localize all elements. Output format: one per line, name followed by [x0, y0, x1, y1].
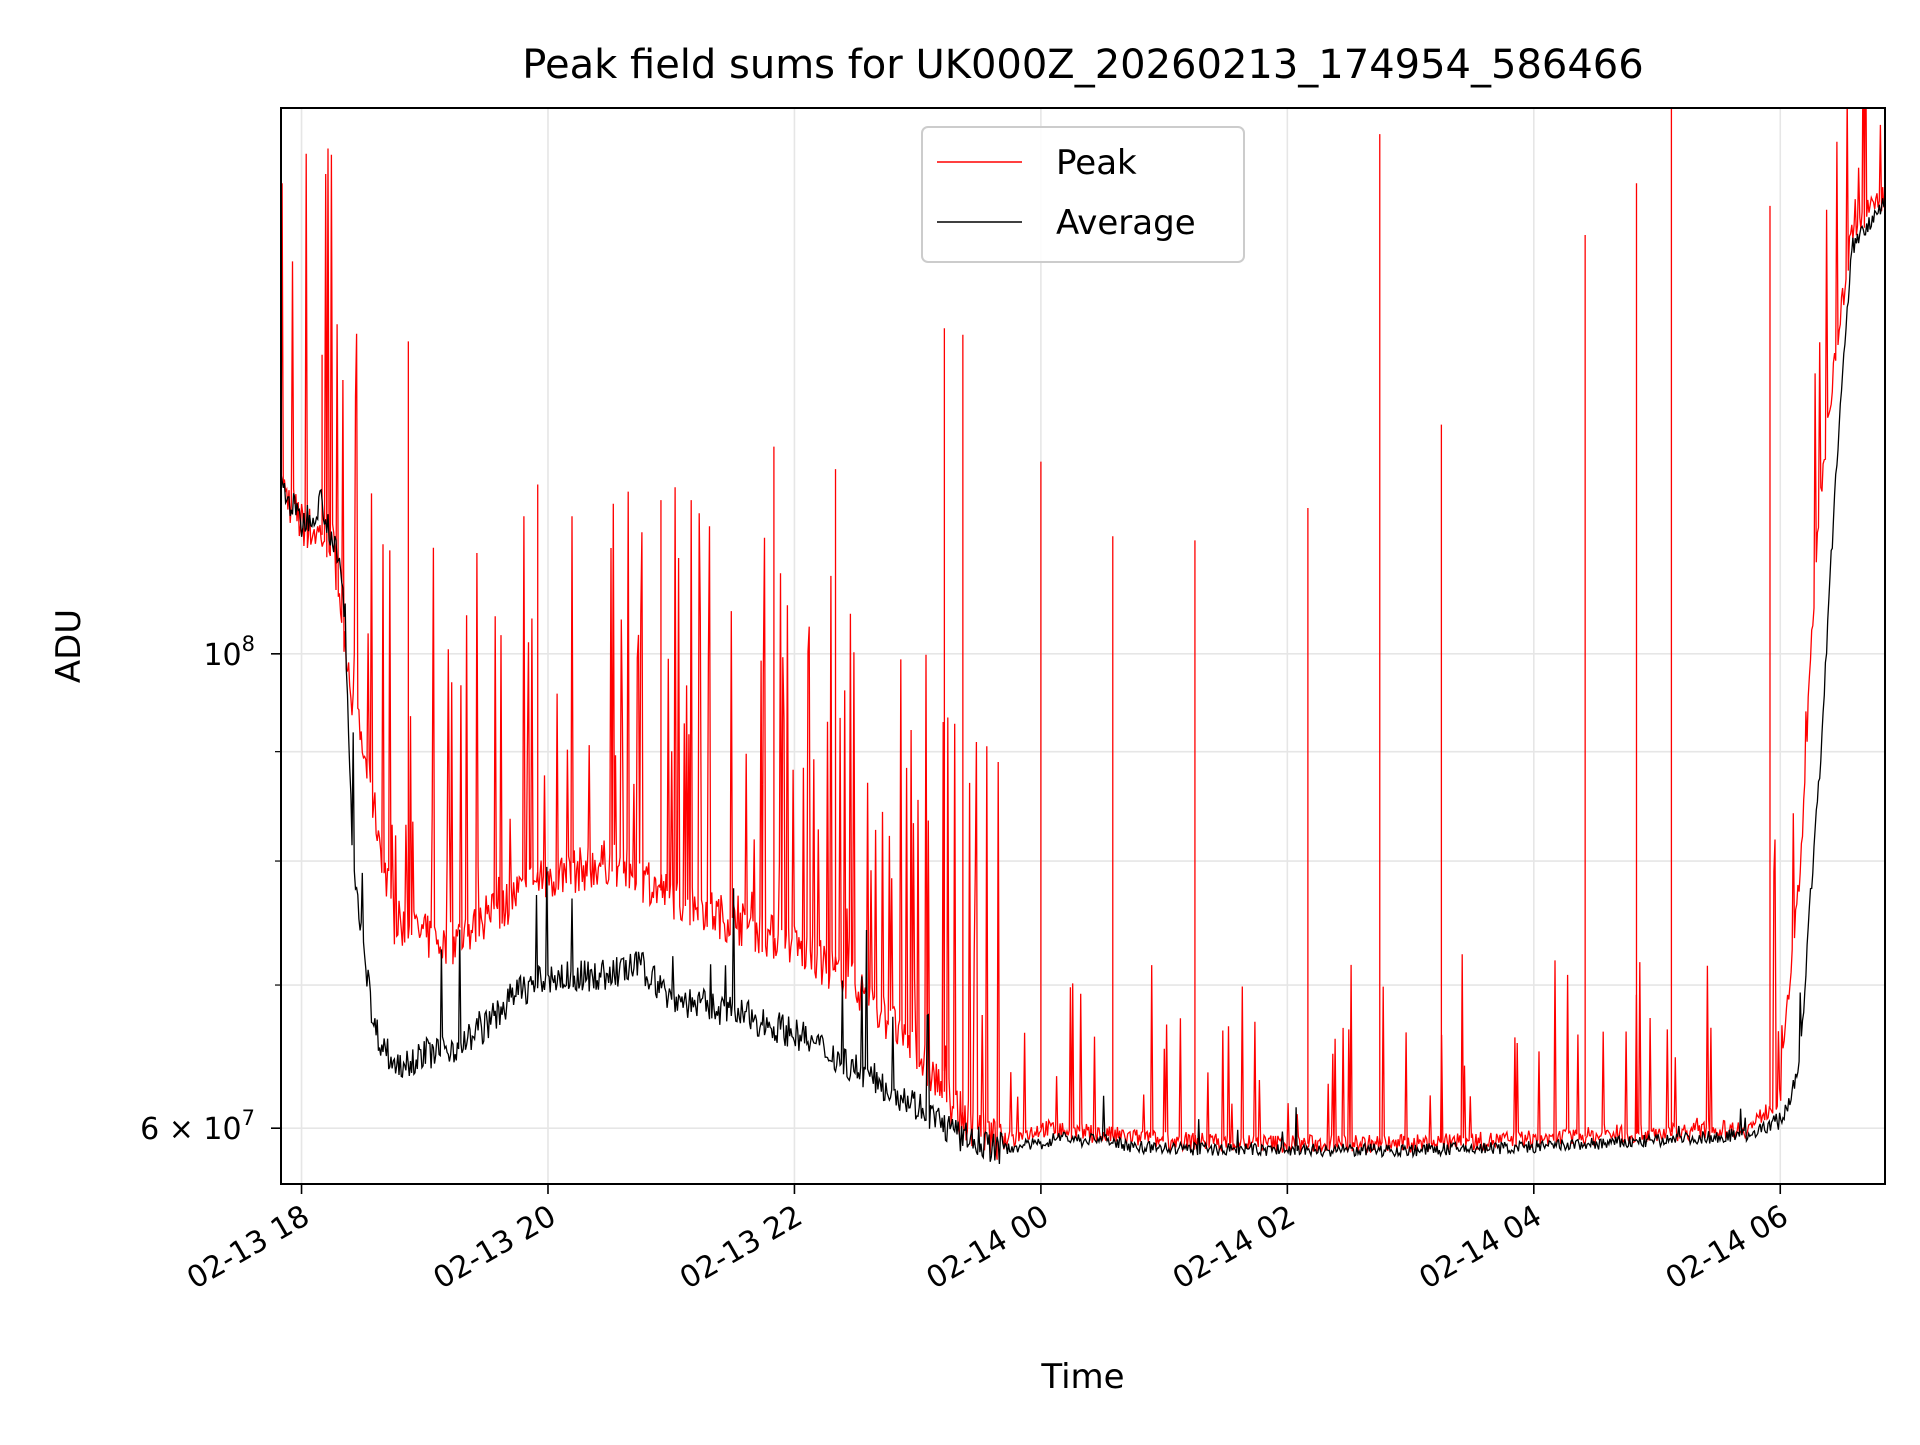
x-gridlines	[300, 108, 1782, 1184]
x-axis-label: Time	[1040, 1357, 1124, 1397]
x-tick-label: 02-14 06	[1660, 1199, 1794, 1297]
legend-box	[921, 126, 1245, 263]
chart-title: Peak field sums for UK000Z_20260213_1749…	[522, 42, 1643, 88]
series-line-peak	[281, 108, 1885, 1160]
x-tick-label: 02-14 00	[921, 1199, 1055, 1297]
y-tick-label-exponent: 7	[242, 1106, 255, 1130]
x-tick-label: 02-13 22	[674, 1199, 808, 1297]
plot-area-frame	[280, 107, 1886, 1185]
series-layer	[281, 108, 1885, 1165]
legend-label-average: Average	[1056, 203, 1196, 243]
y-axis-label: ADU	[49, 609, 89, 683]
series-line-average	[281, 198, 1885, 1165]
legend-label-peak: Peak	[1056, 143, 1137, 183]
y-tick-label-exponent: 8	[242, 632, 255, 656]
y-gridlines	[281, 653, 1885, 1129]
y-tick-label: 6 × 107	[140, 1106, 255, 1147]
x-tick-label: 02-14 02	[1167, 1199, 1301, 1297]
x-tick-label: 02-13 18	[181, 1199, 315, 1297]
x-tick-label: 02-14 04	[1413, 1199, 1547, 1297]
x-tick-label: 02-13 20	[428, 1199, 562, 1297]
y-tick-label: 108	[203, 632, 255, 673]
legend: Peak Average	[921, 126, 1245, 263]
x-axis-ticks: 02-13 18 02-13 20 02-13 22 02-14 00 02-14 02…	[181, 1184, 1794, 1296]
y-axis-ticks: 6 × 107 108	[140, 632, 281, 1147]
